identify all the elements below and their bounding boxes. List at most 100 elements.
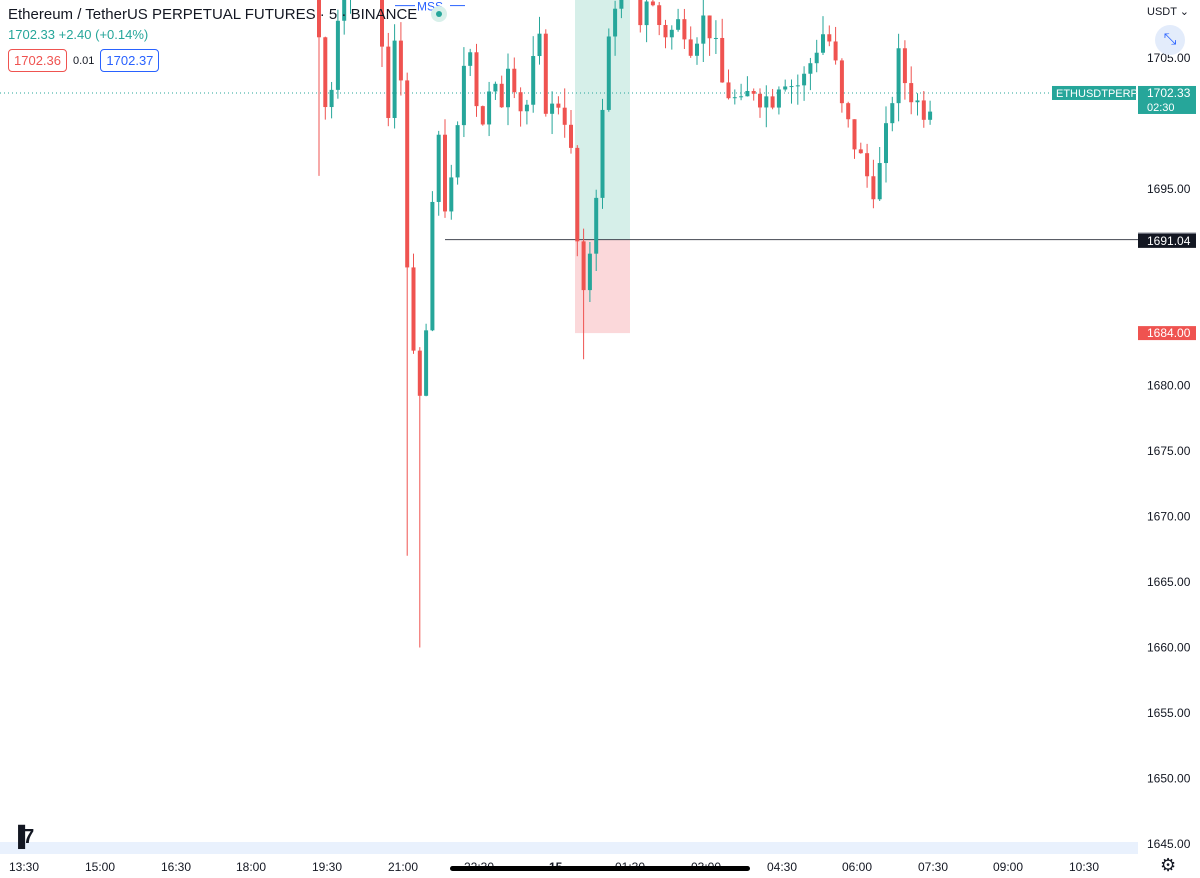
candle-body-123[interactable] bbox=[776, 89, 781, 108]
candle-body-113[interactable] bbox=[713, 37, 718, 39]
candle-body-81[interactable] bbox=[512, 68, 517, 93]
candle-body-51[interactable] bbox=[323, 37, 328, 108]
candle-body-87[interactable] bbox=[550, 103, 555, 114]
candle-body-70[interactable] bbox=[443, 134, 447, 212]
candle-body-118[interactable] bbox=[745, 91, 750, 97]
price-axis[interactable] bbox=[1138, 0, 1200, 878]
buy-button[interactable]: 1702.37 bbox=[100, 49, 160, 72]
candle-body-104[interactable] bbox=[657, 5, 662, 26]
candle-body-140[interactable] bbox=[884, 123, 888, 164]
candle-body-107[interactable] bbox=[676, 19, 681, 30]
gear-icon[interactable]: ⚙ bbox=[1160, 855, 1177, 875]
symbol-header[interactable]: Ethereum / TetherUS PERPETUAL FUTURES · … bbox=[8, 6, 448, 23]
candle-body-75[interactable] bbox=[474, 52, 479, 107]
candle-body-106[interactable] bbox=[669, 29, 674, 38]
candle-body-62[interactable] bbox=[392, 40, 397, 118]
candle-body-144[interactable] bbox=[909, 83, 914, 103]
candle-body-86[interactable] bbox=[543, 33, 548, 114]
candle-body-68[interactable] bbox=[430, 201, 435, 331]
candle-body-77[interactable] bbox=[487, 91, 492, 125]
candle-body-76[interactable] bbox=[480, 106, 485, 125]
candle-body-122[interactable] bbox=[770, 96, 775, 108]
candle-body-72[interactable] bbox=[455, 125, 460, 178]
candle-body-60[interactable] bbox=[380, 0, 384, 47]
candle-body-134[interactable] bbox=[846, 103, 851, 120]
candle-body-131[interactable] bbox=[827, 34, 832, 42]
time-tick-5: 21:00 bbox=[388, 860, 418, 874]
candle-body-91[interactable] bbox=[575, 147, 580, 242]
candle-body-136[interactable] bbox=[858, 149, 863, 154]
candle-body-117[interactable] bbox=[739, 96, 744, 98]
candle-body-66[interactable] bbox=[417, 350, 422, 396]
candle-body-82[interactable] bbox=[518, 92, 523, 112]
candle-body-109[interactable] bbox=[688, 39, 693, 56]
candle-body-126[interactable] bbox=[795, 85, 800, 87]
candle-body-128[interactable] bbox=[808, 63, 813, 74]
candle-body-133[interactable] bbox=[839, 60, 844, 104]
candle-body-78[interactable] bbox=[493, 83, 498, 92]
candle-body-85[interactable] bbox=[537, 33, 542, 57]
candle-body-96[interactable] bbox=[606, 36, 611, 110]
candle-body-54[interactable] bbox=[342, 0, 347, 21]
candle-body-115[interactable] bbox=[726, 82, 731, 99]
candle-body-114[interactable] bbox=[720, 37, 725, 83]
candle-body-83[interactable] bbox=[524, 104, 529, 112]
candle-body-50[interactable] bbox=[317, 0, 321, 38]
candle-body-80[interactable] bbox=[506, 68, 510, 108]
candle-body-89[interactable] bbox=[562, 107, 567, 125]
candle-body-142[interactable] bbox=[896, 48, 901, 104]
candle-body-141[interactable] bbox=[890, 103, 895, 124]
candle-body-84[interactable] bbox=[531, 56, 536, 105]
candle-body-93[interactable] bbox=[587, 253, 592, 291]
candle-body-110[interactable] bbox=[695, 43, 699, 56]
candle-body-92[interactable] bbox=[581, 241, 586, 291]
candle-body-138[interactable] bbox=[871, 176, 876, 200]
currency-selector[interactable]: USDT ⌄ bbox=[1147, 6, 1190, 18]
candle-body-147[interactable] bbox=[928, 111, 933, 120]
candle-body-130[interactable] bbox=[821, 34, 825, 53]
candle-body-125[interactable] bbox=[789, 86, 794, 88]
candle-body-74[interactable] bbox=[468, 52, 473, 66]
candle-body-52[interactable] bbox=[329, 89, 334, 108]
candle-body-116[interactable] bbox=[732, 97, 737, 99]
candle-body-120[interactable] bbox=[758, 93, 762, 108]
candle-body-79[interactable] bbox=[499, 83, 504, 108]
collapse-arrows-icon[interactable]: ⤡ bbox=[1155, 25, 1185, 55]
candle-body-137[interactable] bbox=[865, 153, 870, 177]
sell-button[interactable]: 1702.36 bbox=[8, 49, 67, 72]
candle-body-119[interactable] bbox=[751, 91, 756, 94]
candle-body-132[interactable] bbox=[833, 41, 838, 61]
candle-body-102[interactable] bbox=[644, 1, 649, 26]
candle-body-129[interactable] bbox=[814, 52, 819, 64]
candle-body-103[interactable] bbox=[650, 1, 655, 6]
candle-body-143[interactable] bbox=[902, 48, 907, 84]
candle-body-73[interactable] bbox=[461, 65, 466, 126]
candle-body-101[interactable] bbox=[638, 0, 643, 26]
candle-body-67[interactable] bbox=[424, 330, 429, 396]
candle-body-139[interactable] bbox=[877, 163, 882, 200]
candle-body-69[interactable] bbox=[436, 134, 441, 202]
candle-body-88[interactable] bbox=[556, 103, 561, 108]
candle-body-65[interactable] bbox=[411, 267, 416, 351]
candle-body-146[interactable] bbox=[921, 100, 926, 120]
candle-body-127[interactable] bbox=[802, 73, 807, 86]
candle-body-61[interactable] bbox=[386, 46, 391, 118]
candle-body-94[interactable] bbox=[594, 197, 599, 254]
candle-body-111[interactable] bbox=[701, 15, 706, 44]
candle-body-90[interactable] bbox=[569, 124, 573, 148]
candle-body-124[interactable] bbox=[783, 86, 788, 90]
candle-body-105[interactable] bbox=[663, 25, 668, 38]
candle-body-95[interactable] bbox=[600, 109, 605, 198]
candle-body-97[interactable] bbox=[613, 8, 618, 37]
candle-body-98[interactable] bbox=[619, 0, 624, 9]
candle-body-63[interactable] bbox=[398, 40, 403, 81]
candle-body-112[interactable] bbox=[707, 15, 712, 39]
candle-body-121[interactable] bbox=[764, 96, 769, 108]
candle-body-64[interactable] bbox=[405, 80, 410, 268]
candle-body-108[interactable] bbox=[682, 19, 687, 40]
candle-body-53[interactable] bbox=[335, 20, 340, 90]
candle-body-135[interactable] bbox=[852, 119, 857, 150]
candle-body-71[interactable] bbox=[449, 177, 454, 212]
candle-body-145[interactable] bbox=[915, 100, 920, 103]
